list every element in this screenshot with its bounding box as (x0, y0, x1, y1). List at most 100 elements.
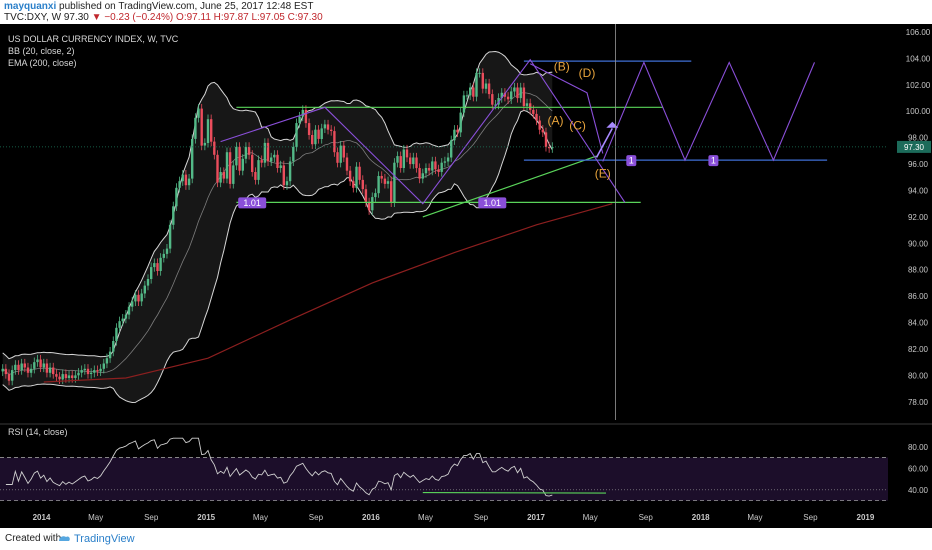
candle (263, 138, 267, 168)
candle (547, 142, 551, 153)
candle (405, 144, 409, 163)
tradingview-brand[interactable]: TradingView (74, 533, 135, 545)
candle (89, 368, 93, 379)
wave-label: (D) (579, 66, 596, 80)
candle (99, 364, 102, 377)
candle (456, 125, 459, 137)
candle (503, 88, 507, 102)
candle (377, 171, 380, 198)
candle (219, 167, 222, 188)
last-price-badge-label: 97.30 (904, 143, 925, 152)
candle (178, 176, 181, 193)
time-tick-label: May (747, 513, 762, 522)
candle (168, 220, 172, 254)
candle (475, 68, 478, 102)
candle (17, 360, 20, 375)
candle (551, 142, 554, 153)
candle (320, 123, 323, 144)
candle (481, 68, 484, 94)
header: mayquanxi published on TradingView.com, … (0, 0, 932, 24)
candle (210, 114, 213, 147)
candle (80, 365, 83, 378)
candle (465, 90, 469, 101)
ema-200-line (43, 203, 613, 383)
time-tick-label: May (583, 513, 598, 522)
candle (39, 354, 42, 373)
price-tick-label: 106.00 (906, 28, 931, 37)
candle (131, 296, 134, 312)
time-tick-label: Sep (309, 513, 324, 522)
candle (206, 114, 210, 148)
candle (48, 362, 52, 378)
publish-info: published on TradingView.com, June 25, 2… (59, 1, 314, 12)
candle (42, 358, 45, 373)
candle (459, 107, 462, 137)
candle (254, 167, 257, 185)
rsi-support-line (422, 491, 606, 494)
candle (462, 90, 466, 118)
time-tick-label: Sep (803, 513, 818, 522)
candle (355, 162, 358, 193)
candle (298, 111, 301, 128)
candle (77, 368, 80, 381)
candle (244, 142, 248, 164)
price-tick-label: 94.00 (908, 187, 929, 196)
candle (500, 88, 503, 103)
svg-text:1.01: 1.01 (243, 198, 261, 208)
candle (187, 173, 191, 190)
candle (23, 358, 26, 373)
candle (431, 156, 434, 176)
candle (292, 142, 295, 167)
price-tick-label: 88.00 (908, 266, 929, 275)
wave-label: (E) (595, 166, 611, 180)
candle (535, 109, 538, 126)
candle (247, 142, 251, 160)
price-tick-label: 84.00 (908, 319, 929, 328)
candle (453, 125, 456, 145)
wave-label: (C) (569, 119, 586, 133)
time-tick-label: Sep (144, 513, 159, 522)
candle (7, 369, 11, 386)
price-tick-label: 100.00 (906, 107, 931, 116)
candle (529, 98, 532, 115)
change-value: −0.23 (−0.24%) (104, 12, 174, 23)
candle (421, 168, 424, 184)
candle (418, 163, 421, 184)
candle (112, 336, 115, 357)
candle (348, 166, 352, 186)
time-tick-label: 2017 (527, 513, 545, 522)
candle (134, 290, 137, 307)
time-tick-label: 2016 (362, 513, 380, 522)
price-tick-label: 82.00 (908, 345, 929, 354)
candle (472, 82, 475, 102)
candle (443, 156, 447, 168)
ratio-tag: 1 (626, 155, 637, 167)
candle (184, 170, 188, 190)
candle (513, 82, 516, 97)
candle (197, 103, 200, 123)
candle (282, 160, 285, 190)
candle (127, 302, 131, 320)
candle (150, 262, 153, 284)
candle (437, 164, 440, 177)
candle (541, 125, 544, 137)
candle (225, 147, 229, 184)
candle (383, 173, 387, 189)
candle (469, 82, 472, 101)
candle (516, 82, 519, 103)
chart-title: US DOLLAR CURRENCY INDEX, W, TVC (8, 34, 179, 44)
candle (55, 369, 58, 382)
candle (519, 82, 522, 103)
candle (213, 136, 216, 160)
candle (251, 150, 254, 177)
author-link[interactable]: mayquanxi (4, 1, 57, 12)
candle (159, 253, 162, 276)
change-arrow: ▼ (91, 12, 102, 23)
price-tick-label: 86.00 (908, 292, 929, 301)
candle (102, 358, 105, 374)
svg-text:1.01: 1.01 (484, 198, 502, 208)
candle (235, 142, 238, 171)
chart[interactable]: (A) (B) (C) (D) (E) 1.01 1.01 1 1 106.00 104.00 10… (0, 24, 932, 528)
candle (36, 354, 39, 367)
price-tick-label: 102.00 (906, 81, 931, 90)
